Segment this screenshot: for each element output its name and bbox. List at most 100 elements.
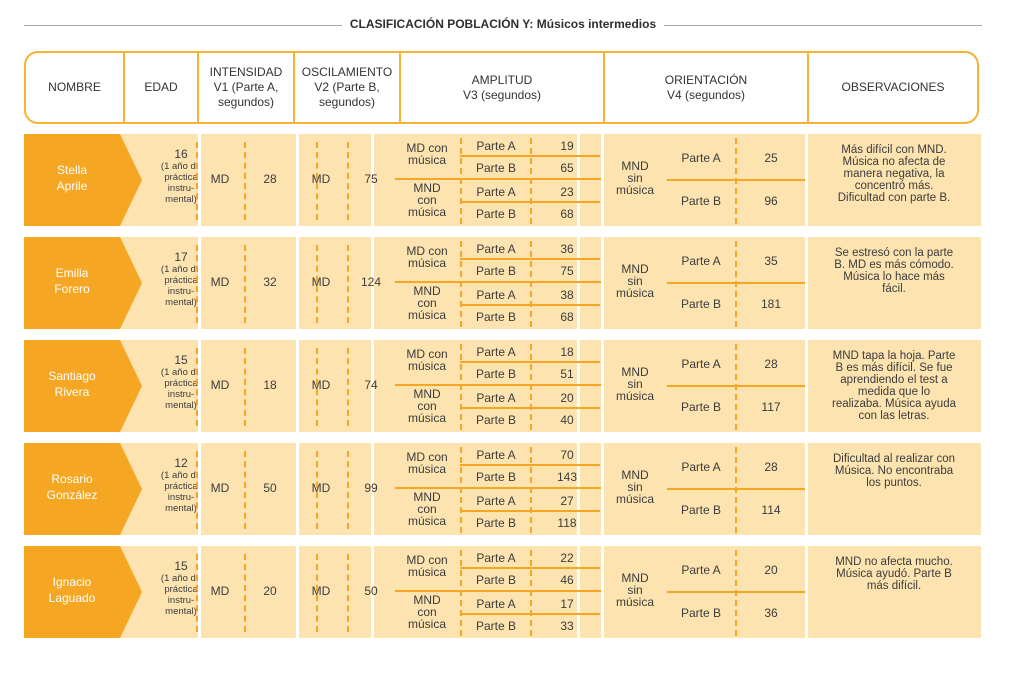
- parte-label: Parte A: [476, 139, 516, 153]
- v3-value: 17: [560, 597, 574, 611]
- v4-value: 28: [764, 460, 778, 474]
- block-gap: [198, 546, 201, 638]
- v3-value: 51: [560, 367, 574, 381]
- text-line: práctica: [164, 275, 198, 286]
- text-line: (1 año de: [160, 573, 202, 584]
- block-gap: [296, 546, 299, 638]
- age-cell: 17 (1 año de práctica instru-mental): [142, 251, 220, 309]
- text-line: MND: [413, 387, 441, 401]
- block-gap: [577, 340, 580, 432]
- v3-value: 20: [560, 391, 574, 405]
- parte-label: Parte B: [680, 503, 722, 517]
- block-gap: [805, 340, 808, 432]
- age-cell: 15 (1 año de práctica instru-mental): [142, 560, 220, 618]
- block-gap: [371, 340, 374, 432]
- column-divider: [244, 451, 246, 529]
- v3-value: 118: [557, 516, 577, 530]
- column-divider: [530, 138, 532, 224]
- block-gap: [601, 443, 604, 535]
- mnd-sin-musica-label: MND sin música: [603, 263, 667, 299]
- v3-value: 75: [560, 264, 574, 278]
- parte-label: Parte A: [476, 597, 516, 611]
- parte-label: Parte A: [476, 345, 516, 359]
- column-divider: [460, 138, 462, 224]
- block-gap: [198, 443, 201, 535]
- table-row: Rosario González 12 (1 año de práctica instru…: [24, 443, 981, 535]
- column-divider: [735, 550, 737, 636]
- text-line: música: [615, 286, 654, 300]
- v3-value: 22: [560, 551, 574, 565]
- column-divider: [196, 245, 198, 323]
- v1-label: MD: [210, 378, 230, 392]
- header-oscilamiento: OSCILAMIENTO V2 (Parte B, segundos): [301, 65, 393, 109]
- table-row: Santiago Rivera 15 (1 año de práctica instru-…: [24, 340, 981, 432]
- md-con-musica-label: MD con música: [395, 451, 459, 475]
- text-line: manera negativa, la: [843, 168, 945, 180]
- v3-value: 38: [560, 288, 574, 302]
- row-rule: [395, 487, 603, 489]
- text-line: concentró más.: [854, 180, 934, 192]
- v1-value: 20: [263, 584, 277, 598]
- block-gap: [577, 134, 580, 226]
- text-line: sin: [627, 583, 643, 597]
- v1-value: 28: [263, 172, 277, 186]
- block-gap: [198, 340, 201, 432]
- parte-label: Parte A: [681, 563, 721, 577]
- v1-label: MD: [210, 481, 230, 495]
- block-gap: [198, 134, 201, 226]
- person-name: Stella Aprile: [24, 162, 120, 194]
- v1-value: 32: [263, 275, 277, 289]
- text-line: música: [407, 514, 446, 528]
- v3-value: 19: [560, 139, 574, 153]
- text-line: (1 año de: [160, 470, 202, 481]
- column-divider: [460, 550, 462, 636]
- column-divider: [347, 245, 349, 323]
- v2-label: MD: [311, 584, 331, 598]
- name-chevron: [120, 546, 142, 638]
- text-line: Rosario: [51, 472, 93, 486]
- text-line: mental): [165, 297, 197, 308]
- parte-label: Parte B: [475, 367, 517, 381]
- v3-value: 18: [560, 345, 574, 359]
- v4-value: 181: [760, 297, 782, 311]
- block-gap: [296, 237, 299, 329]
- v2-value: 50: [364, 584, 378, 598]
- md-con-musica-label: MD con música: [395, 245, 459, 269]
- block-gap: [198, 237, 201, 329]
- table-header: NOMBRE EDAD INTENSIDAD V1 (Parte A, segund…: [24, 51, 979, 124]
- table-row: Stella Aprile 16 (1 año de práctica instru-me…: [24, 134, 981, 226]
- column-divider: [244, 348, 246, 426]
- column-divider: [347, 451, 349, 529]
- parte-label: Parte B: [475, 207, 517, 221]
- column-divider: [316, 554, 318, 632]
- text-line: Música lo hace más: [843, 271, 945, 283]
- text-line: MD con: [406, 347, 448, 361]
- name-chevron: [120, 443, 142, 535]
- v2-label: MD: [311, 275, 331, 289]
- text-line: Más difícil con MND.: [841, 144, 947, 156]
- column-divider: [735, 344, 737, 430]
- text-line: MND no afecta mucho.: [835, 556, 953, 568]
- v3-value: 33: [560, 619, 574, 633]
- block-gap: [805, 237, 808, 329]
- mnd-sin-musica-label: MND sin música: [603, 160, 667, 196]
- parte-label: Parte B: [475, 264, 517, 278]
- age-note: (1 año de práctica instru-mental): [142, 573, 220, 617]
- v3-value: 36: [560, 242, 574, 256]
- text-line: con: [417, 502, 437, 516]
- person-name: Emilia Forero: [24, 265, 120, 297]
- text-line: instru-: [167, 286, 195, 297]
- mnd-con-musica-label: MND con música: [395, 285, 459, 321]
- text-line: realizaba. Música ayuda: [831, 398, 956, 410]
- mnd-con-musica-label: MND con música: [395, 594, 459, 630]
- row-rule: [395, 590, 603, 592]
- text-line: música: [407, 617, 446, 631]
- text-line: MND: [413, 181, 441, 195]
- v2-value: 124: [360, 275, 382, 289]
- header-nombre: NOMBRE: [48, 80, 101, 94]
- column-divider: [530, 550, 532, 636]
- v4-value: 36: [764, 606, 778, 620]
- row-rule: [395, 178, 603, 180]
- header-observaciones: OBSERVACIONES: [841, 80, 945, 94]
- text-line: música: [407, 256, 446, 270]
